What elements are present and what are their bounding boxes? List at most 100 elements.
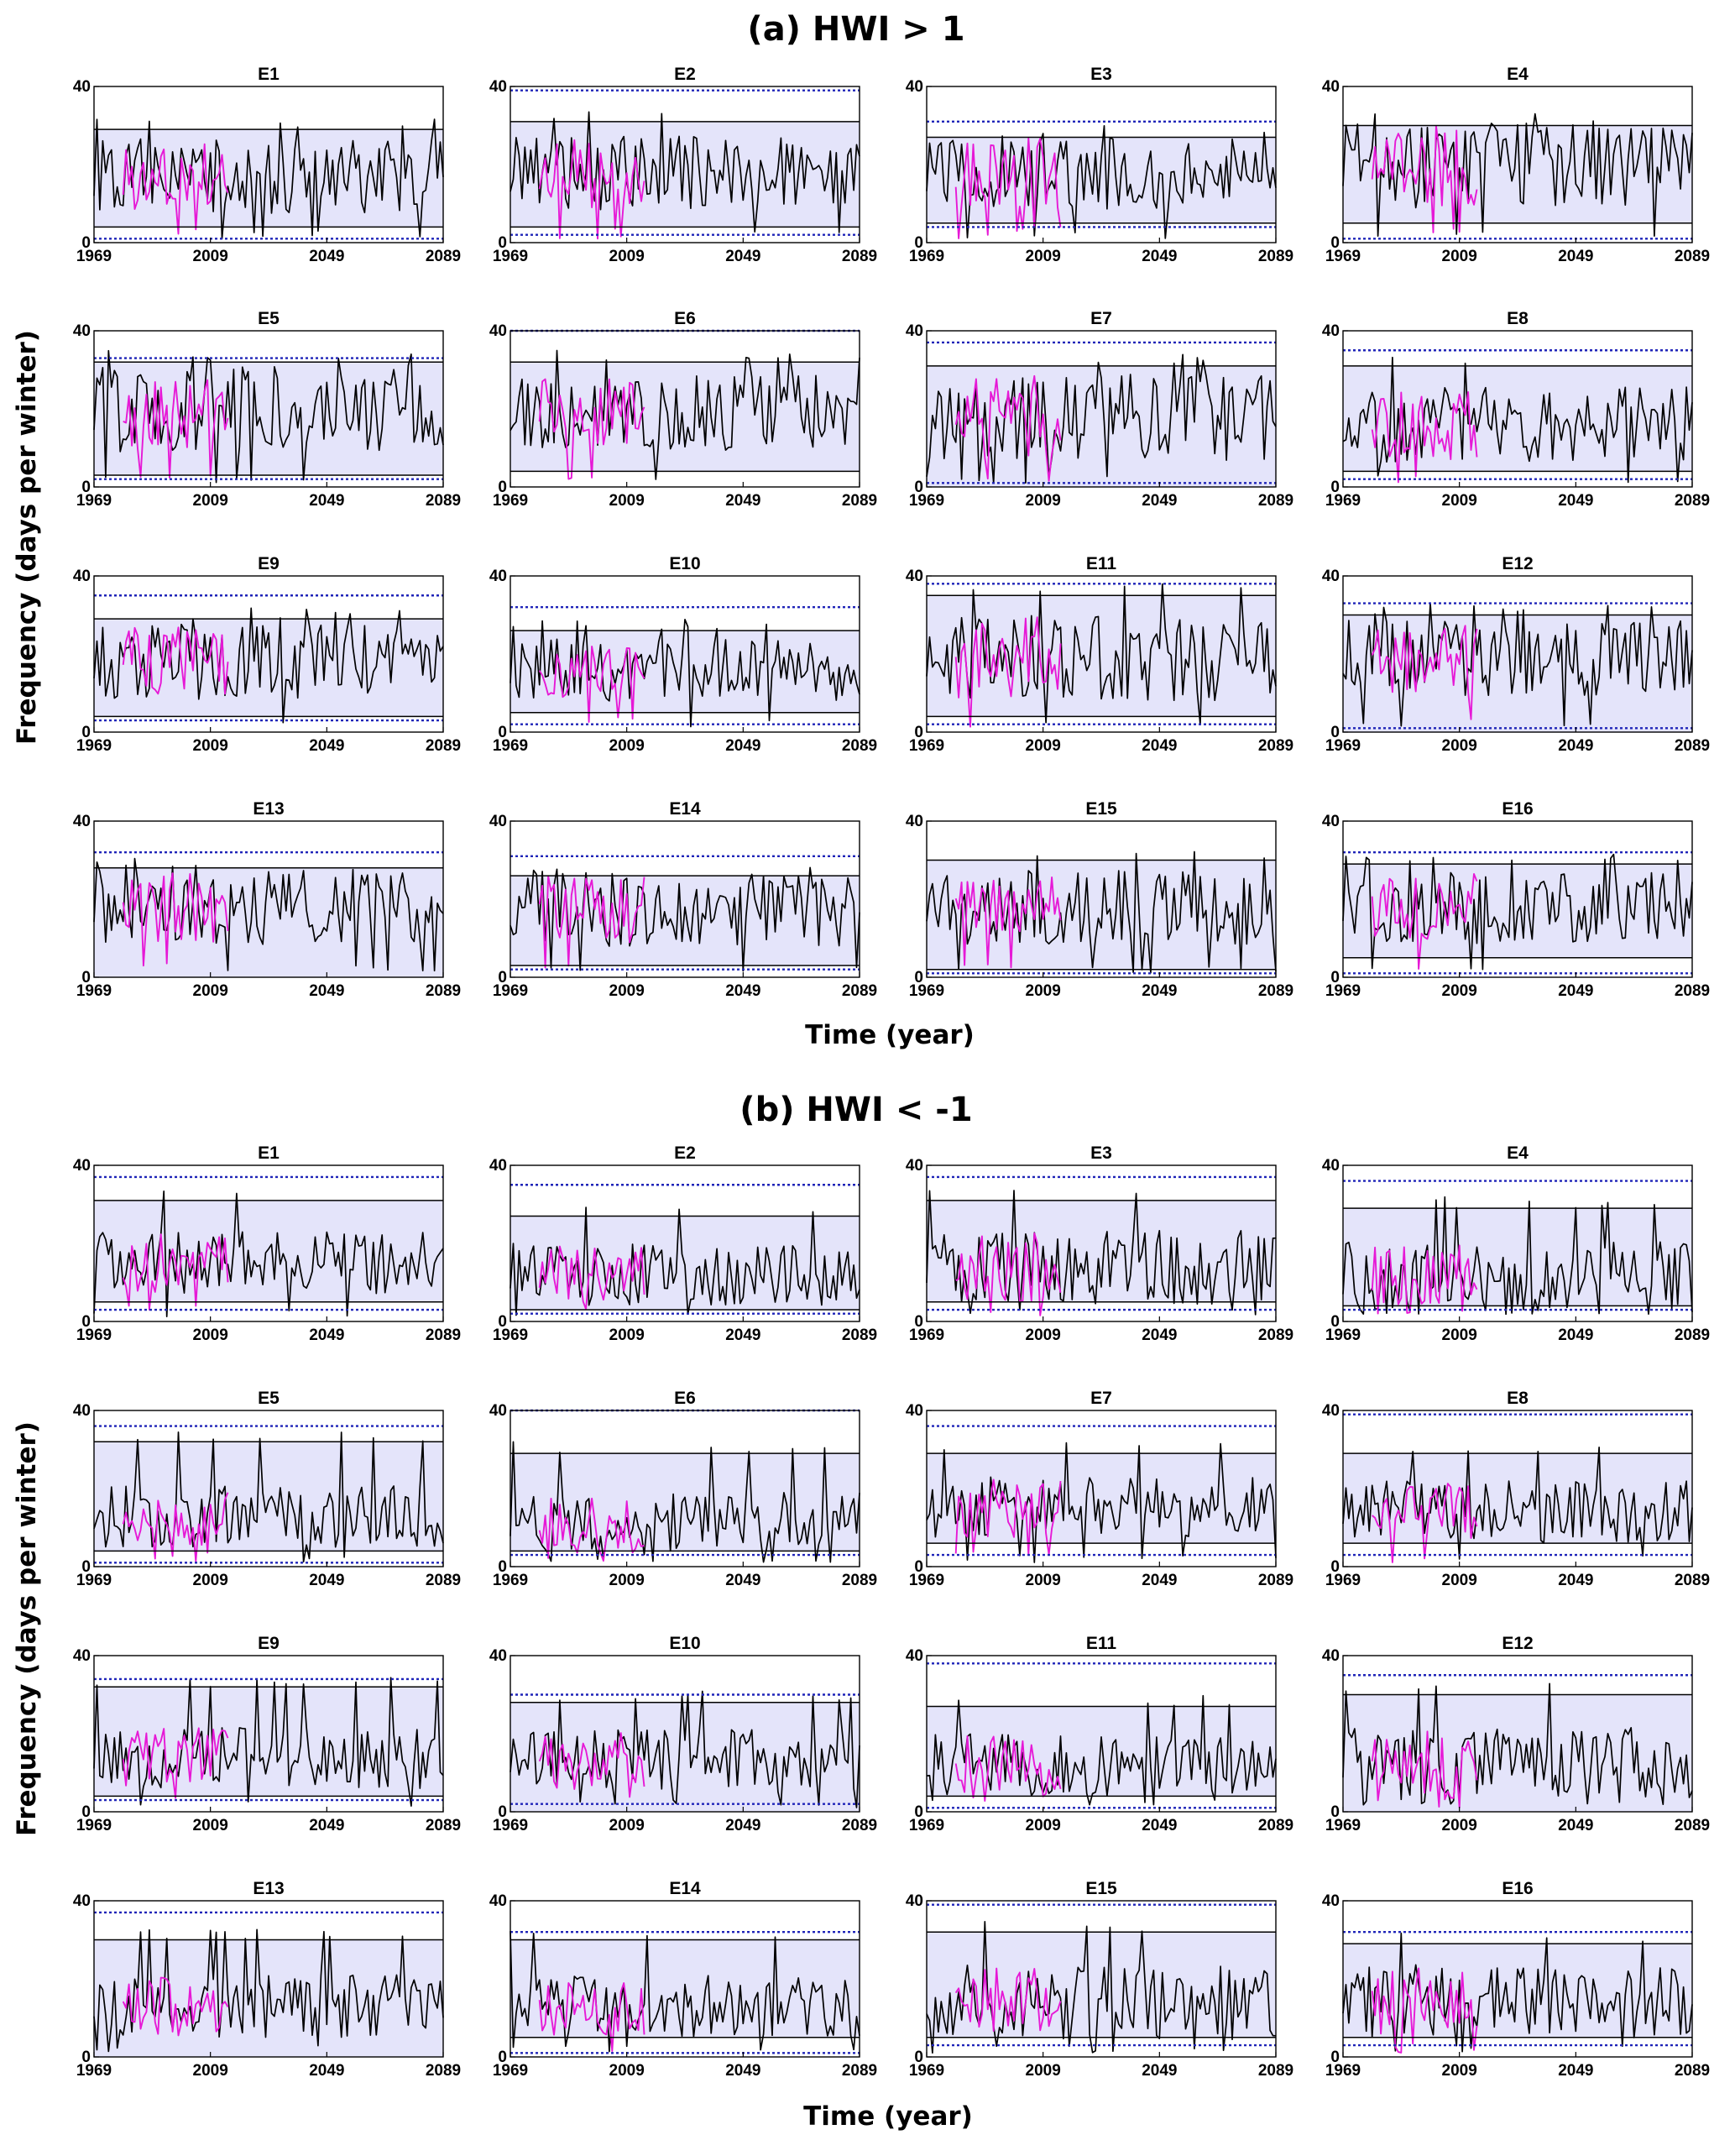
subplot-ga-p4: E4 0 40 1969 2009 2049 2089 [1322,65,1710,265]
subplot-title: E11 [1086,1634,1117,1653]
x-tick-label: 1969 [76,737,112,755]
x-tick-label: 2009 [1026,1327,1061,1344]
x-tick-label: 1969 [909,982,944,1000]
x-tick-label: 2089 [1675,492,1710,510]
simulation-line [93,1190,444,1317]
subplot-title: E9 [258,1634,280,1653]
subplot-title: E12 [1502,1634,1533,1653]
subplot-gb-p7: E7 0 40 1969 2009 2049 2089 [906,1389,1293,1589]
simulation-line [93,607,444,724]
axes-frame [926,820,1277,978]
x-tick-label: 1969 [909,1327,944,1344]
subplot-ga-p13: E13 0 40 1969 2009 2049 2089 [73,799,461,1000]
x-tick-label: 2089 [1258,1327,1293,1344]
subplot-title: E16 [1502,1879,1533,1898]
subplot-title: E8 [1507,1389,1529,1408]
x-tick-label: 1969 [493,1572,528,1589]
subplot-ga-p16: E16 0 40 1969 2009 2049 2089 [1322,799,1710,1000]
simulation-line [510,1441,860,1563]
x-tick-label: 2009 [609,2062,645,2080]
x-tick-label: 1969 [76,1817,112,1834]
observation-line [122,143,229,235]
x-tick-label: 2089 [1675,248,1710,265]
spread-band [1343,615,1692,732]
x-tick-label: 2089 [1258,1572,1293,1589]
x-tick-label: 2009 [1026,2062,1061,2080]
y-tick-label: 40 [1322,1402,1340,1420]
y-tick-label: 0 [81,1558,91,1576]
observation-line [122,1727,229,1799]
observation-line [122,872,229,967]
y-tick-label: 0 [498,1558,507,1576]
y-tick-label: 40 [489,1157,507,1175]
subplot-title: E8 [1507,309,1529,328]
x-tick-label: 2089 [1258,1817,1293,1834]
subplot-gb-p11: E11 0 40 1969 2009 2049 2089 [906,1634,1293,1834]
y-tick-label: 0 [914,1803,923,1821]
axes-frame [926,330,1277,488]
x-tick-label: 1969 [76,248,112,265]
y-tick-label: 40 [489,1892,507,1910]
simulation-line [93,857,444,972]
y-tick-label: 0 [914,724,923,741]
y-tick-label: 40 [906,1157,923,1175]
subplot-gb-p2: E2 0 40 1969 2009 2049 2089 [489,1143,877,1344]
x-tick-label: 2049 [725,2062,760,2080]
y-tick-label: 40 [906,322,923,340]
y-tick-label: 40 [489,813,507,830]
subplot-ga-p2: E2 0 40 1969 2009 2049 2089 [489,65,877,265]
x-axis-label-a: Time (year) [805,1020,975,1050]
subplot-title: E10 [669,1634,700,1653]
x-tick-label: 2009 [193,1327,228,1344]
x-tick-label: 2049 [1558,1817,1593,1834]
simulation-line [510,111,860,233]
subplot-ga-p8: E8 0 40 1969 2009 2049 2089 [1322,309,1710,510]
x-tick-label: 2009 [609,492,645,510]
axes-frame [510,86,860,243]
simulation-line [510,618,860,728]
y-tick-label: 0 [1330,724,1340,741]
x-tick-label: 2009 [609,1817,645,1834]
x-tick-label: 2049 [309,2062,344,2080]
x-tick-label: 2089 [426,2062,461,2080]
x-tick-label: 1969 [1325,737,1361,755]
y-tick-label: 0 [914,2049,923,2066]
x-tick-label: 2089 [426,1817,461,1834]
y-tick-label: 40 [489,322,507,340]
y-tick-label: 40 [906,568,923,585]
x-tick-label: 1969 [76,1327,112,1344]
x-tick-label: 2049 [1142,1817,1177,1834]
x-tick-label: 2089 [426,737,461,755]
observation-line [122,626,229,695]
subplot-ga-p3: E3 0 40 1969 2009 2049 2089 [906,65,1293,265]
x-tick-label: 2089 [1258,2062,1293,2080]
x-tick-label: 2049 [1142,737,1177,755]
observation-line [1371,873,1478,970]
x-tick-label: 2089 [842,982,877,1000]
simulation-line [93,349,444,484]
subplot-gb-p15: E15 0 40 1969 2009 2049 2089 [906,1879,1293,2080]
x-tick-label: 2089 [1258,982,1293,1000]
observation-line [1371,1244,1478,1315]
observation-line [954,616,1062,728]
x-tick-label: 2049 [1558,1572,1593,1589]
axes-frame [93,1900,444,2058]
x-tick-label: 1969 [76,2062,112,2080]
x-tick-label: 2049 [309,1327,344,1344]
simulation-line [510,1690,860,1808]
x-tick-label: 2089 [842,737,877,755]
simulation-line [93,1677,444,1807]
x-tick-label: 2009 [1442,982,1477,1000]
x-tick-label: 1969 [493,982,528,1000]
subplot-gb-p16: E16 0 40 1969 2009 2049 2089 [1322,1879,1710,2080]
y-tick-label: 0 [81,969,91,986]
subplot-ga-p15: E15 0 40 1969 2009 2049 2089 [906,799,1293,1000]
x-tick-label: 1969 [76,1572,112,1589]
x-tick-label: 2049 [309,492,344,510]
x-tick-label: 2049 [309,1817,344,1834]
subplot-title: E4 [1507,65,1529,84]
x-tick-label: 2049 [1142,1327,1177,1344]
y-tick-label: 40 [489,78,507,96]
spread-band [927,860,1276,970]
axes-frame [926,575,1277,733]
